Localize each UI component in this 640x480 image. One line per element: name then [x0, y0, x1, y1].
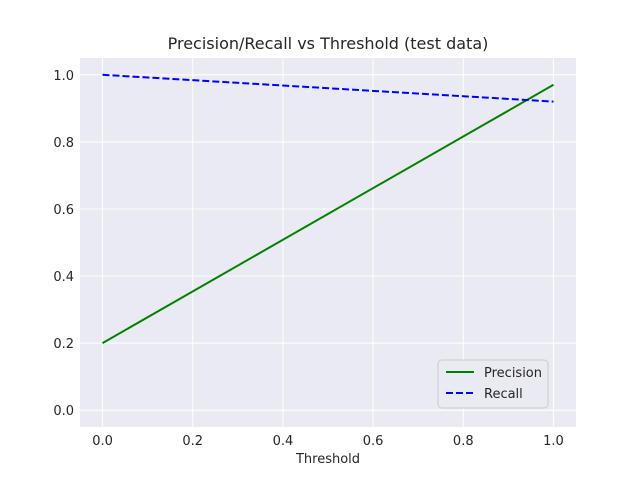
y-tick-label: 0.0: [53, 404, 74, 419]
x-tick-label: 0.2: [182, 434, 203, 449]
series-layer: [102, 73, 554, 344]
grid: [80, 58, 576, 427]
y-tick-label: 1.0: [53, 69, 74, 84]
legend: Precision Recall: [437, 359, 549, 409]
x-tick-label: 1.0: [543, 434, 564, 449]
x-tick-label: 0.6: [363, 434, 384, 449]
x-tick-label: 0.4: [273, 434, 294, 449]
y-tick-label: 0.8: [53, 136, 74, 151]
x-tick-label: 0.0: [92, 434, 113, 449]
chart-title: Precision/Recall vs Threshold (test data…: [168, 34, 489, 53]
y-tick-label: 0.4: [53, 270, 74, 285]
y-tick-label: 0.6: [53, 203, 74, 218]
x-axis-label: Threshold: [295, 452, 360, 467]
ticks: 0.0 0.2 0.4 0.6 0.8 1.0 0.0 0.2 0.4 0.6 0.8 1.0: [53, 69, 563, 449]
legend-precision-label: Precision: [484, 366, 542, 381]
series-recall-line: [102, 73, 554, 103]
y-tick-label: 0.2: [53, 337, 74, 352]
legend-recall-label: Recall: [484, 387, 523, 402]
x-tick-label: 0.8: [453, 434, 474, 449]
series-precision-line: [102, 83, 554, 344]
